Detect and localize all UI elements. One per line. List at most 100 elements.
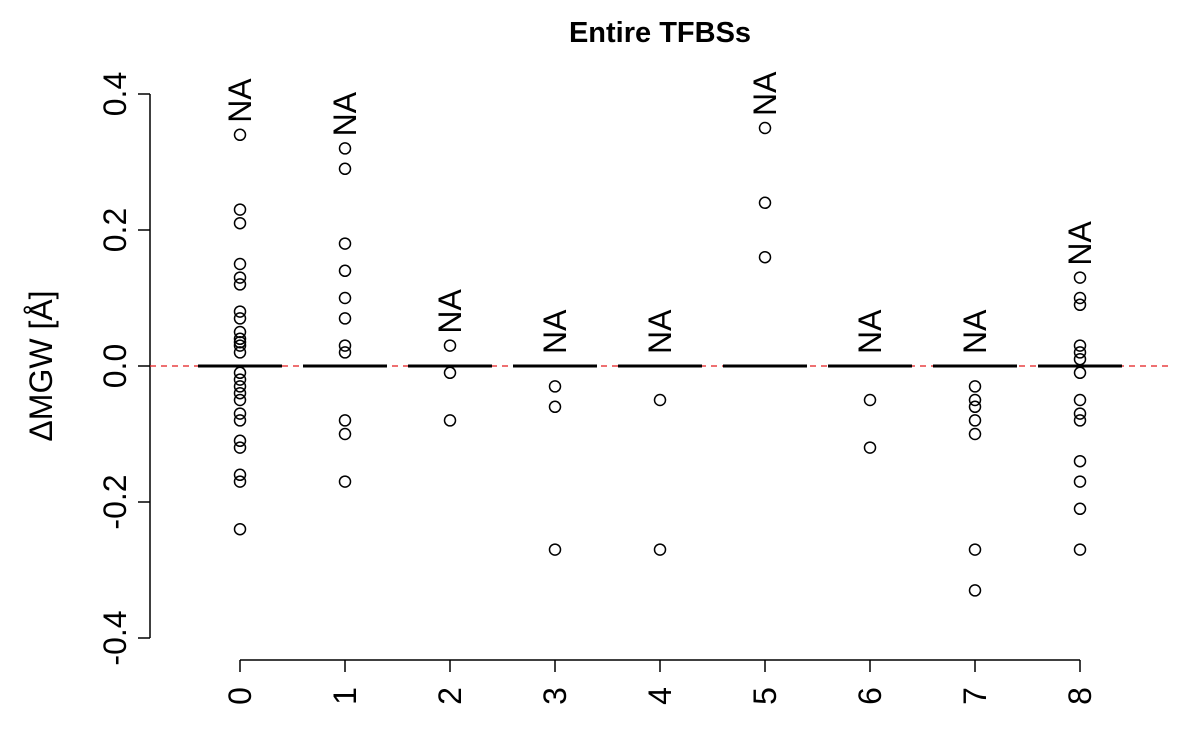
outlier-point <box>338 414 352 427</box>
outlier-point <box>758 196 772 210</box>
outlier-point <box>968 400 982 414</box>
outlier-point <box>233 305 247 318</box>
outlier-point <box>338 346 352 359</box>
na-label-1: NA <box>327 91 363 136</box>
y-tick-label: 0.2 <box>97 208 133 252</box>
outlier-point <box>968 427 982 441</box>
x-tick-label: 6 <box>852 687 888 705</box>
outlier-point <box>968 393 982 407</box>
outlier-point <box>338 339 352 352</box>
outlier-point <box>863 393 877 407</box>
na-label-2: NA <box>432 288 468 333</box>
outlier-point <box>968 414 982 427</box>
outlier-point <box>233 522 247 536</box>
y-tick-label: 0.4 <box>97 72 133 116</box>
na-label-0: NA <box>222 78 258 123</box>
na-label-4: NA <box>642 309 678 354</box>
x-tick-label: 0 <box>222 687 258 705</box>
outlier-point <box>1073 271 1087 284</box>
x-tick-label: 1 <box>327 687 363 705</box>
outlier-point <box>1073 414 1087 427</box>
outlier-point <box>233 312 247 325</box>
outlier-point <box>1073 407 1087 420</box>
outlier-point <box>338 427 352 441</box>
outlier-point <box>1073 298 1087 312</box>
outlier-point <box>233 257 247 271</box>
outlier-point <box>443 339 457 352</box>
outlier-point <box>443 366 457 380</box>
x-tick-label: 8 <box>1062 687 1098 705</box>
x-axis: 0 1 2 3 4 5 6 7 8 <box>222 659 1098 705</box>
outlier-point <box>548 543 562 556</box>
outlier-point <box>1073 475 1087 488</box>
outlier-point <box>233 332 247 346</box>
outlier-point <box>1073 393 1087 407</box>
outlier-point <box>863 441 877 454</box>
outlier-point <box>338 142 352 155</box>
na-label-7: NA <box>957 309 993 354</box>
outlier-point <box>233 346 247 359</box>
y-tick-label: 0.0 <box>97 344 133 388</box>
outlier-point <box>233 468 247 482</box>
outlier-point <box>338 475 352 488</box>
outlier-point <box>233 393 247 407</box>
x-tick-label: 5 <box>747 687 783 705</box>
outlier-point <box>1073 454 1087 468</box>
outlier-point <box>758 250 772 264</box>
outlier-point <box>653 393 667 407</box>
outlier-point <box>233 434 247 448</box>
outlier-point <box>233 441 247 454</box>
y-tick-label: -0.2 <box>97 474 133 529</box>
outlier-point <box>338 264 352 278</box>
x-tick-label: 2 <box>432 687 468 705</box>
na-label-5: NA <box>747 71 783 116</box>
outlier-point <box>758 121 772 135</box>
outlier-point <box>968 543 982 556</box>
na-label-6: NA <box>852 309 888 354</box>
outlier-point <box>233 373 247 386</box>
outlier-point <box>548 400 562 414</box>
outlier-point <box>338 237 352 250</box>
outlier-point <box>233 339 247 352</box>
outlier-point <box>1073 502 1087 516</box>
na-label-8: NA <box>1062 220 1098 265</box>
outlier-point <box>233 366 247 380</box>
outlier-point <box>1073 543 1087 556</box>
na-label-3: NA <box>537 309 573 354</box>
outlier-point <box>233 335 247 349</box>
outlier-point <box>338 291 352 305</box>
outlier-point <box>1073 366 1087 380</box>
outlier-point <box>1073 352 1087 366</box>
x-tick-label: 4 <box>642 687 678 705</box>
outlier-point <box>338 312 352 325</box>
outliers-group <box>233 121 1087 597</box>
x-tick-label: 7 <box>957 687 993 705</box>
outlier-point <box>233 271 247 284</box>
outlier-point <box>233 128 247 142</box>
outlier-point <box>233 407 247 420</box>
outlier-point <box>443 414 457 427</box>
outlier-point <box>233 414 247 427</box>
y-tick-label: -0.4 <box>97 610 133 665</box>
outlier-point <box>233 380 247 393</box>
outlier-point <box>233 325 247 339</box>
y-axis: -0.4 -0.2 0.0 0.2 0.4 <box>97 72 151 666</box>
outlier-point <box>233 386 247 400</box>
na-labels-group: NA NA NA NA NA NA NA NA NA <box>222 71 1098 354</box>
outlier-point <box>968 380 982 393</box>
outlier-point <box>1073 291 1087 305</box>
chart-title: Entire TFBSs <box>569 17 751 49</box>
outlier-point <box>968 584 982 597</box>
outlier-point <box>233 475 247 488</box>
y-axis-label: ΔMGW [Å] <box>23 290 59 441</box>
x-tick-label: 3 <box>537 687 573 705</box>
outlier-point <box>548 380 562 393</box>
outlier-point <box>338 162 352 176</box>
outlier-point <box>233 278 247 291</box>
outlier-point <box>653 543 667 556</box>
outlier-point <box>1073 346 1087 359</box>
outlier-point <box>233 203 247 216</box>
outlier-point <box>233 216 247 230</box>
outlier-point <box>1073 339 1087 352</box>
